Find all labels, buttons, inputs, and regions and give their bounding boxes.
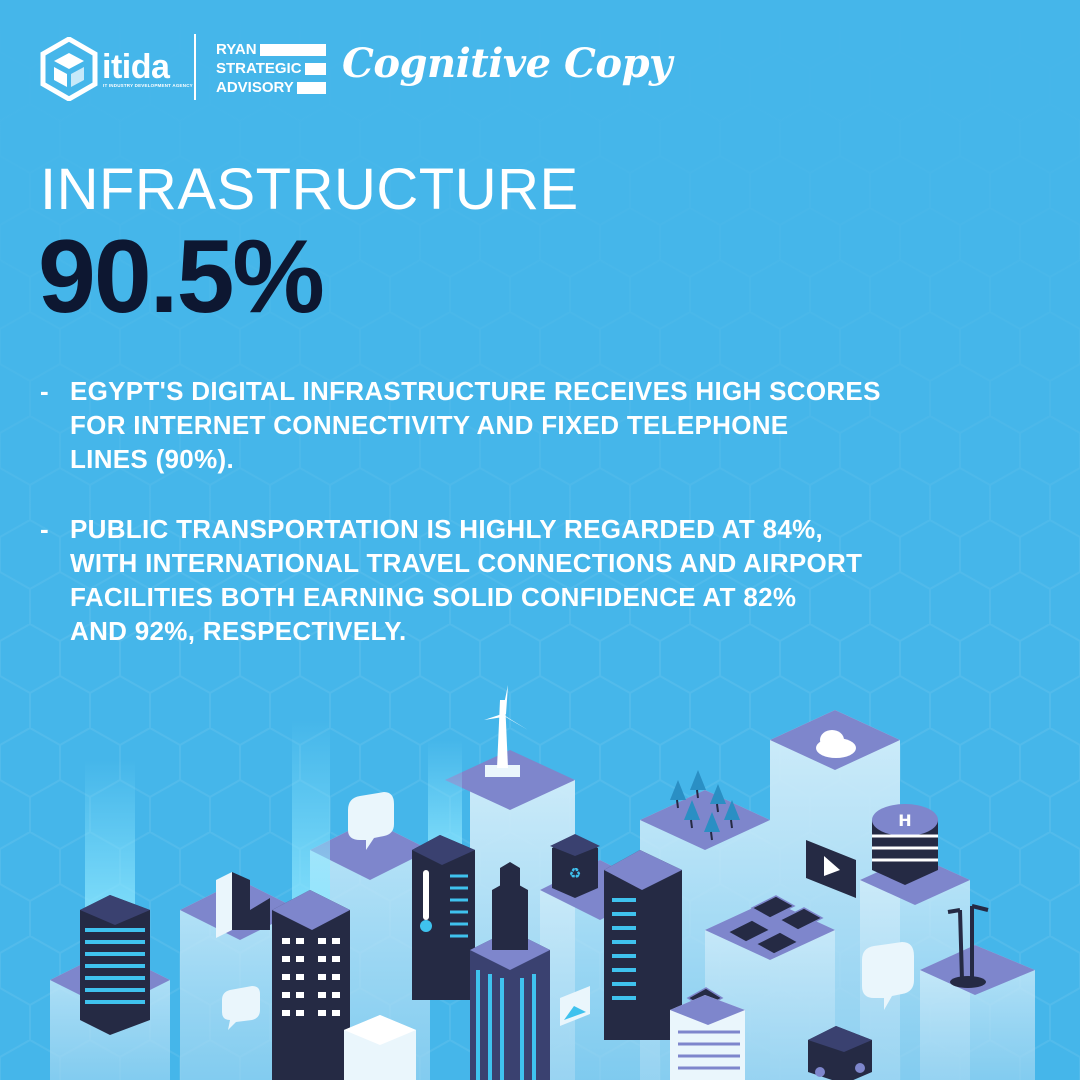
factory-icon [216,872,270,938]
building [272,890,350,1080]
svg-text:♻: ♻ [569,866,582,882]
bullet-dash: - [40,514,49,544]
recycle-bin-icon: ♻ [550,834,600,898]
itida-tagline: IT INDUSTRY DEVELOPMENT AGENCY [103,83,193,88]
helipad-icon: H [872,804,938,885]
cognitive-copy-logo: Cognitive Copy [342,40,672,87]
light-beam [292,720,330,900]
chat-bubble-icon [862,942,914,1010]
stat-value: 90.5% [38,219,325,335]
chat-bubble-icon [348,792,394,850]
street-lamp-icon [947,904,989,988]
building [604,850,682,1040]
image-card-icon [560,986,590,1026]
bullet-text: EGYPT'S DIGITAL INFRASTRUCTURE RECEIVES … [70,376,881,474]
ryan-logo-line: RYAN [216,41,257,58]
chat-bubble-icon [222,986,260,1030]
building [470,862,550,1080]
building [670,995,745,1080]
tree-icon [670,770,740,841]
bullet-text: PUBLIC TRANSPORTATION IS HIGHLY REGARDED… [70,514,863,646]
building [80,895,150,1035]
bullet-item: - EGYPT'S DIGITAL INFRASTRUCTURE RECEIVE… [40,374,970,476]
light-beam [428,740,462,850]
play-screen-icon [806,840,856,898]
bullet-dash: - [40,376,49,406]
wind-turbine-icon [484,685,528,777]
isometric-city-illustration: ♻ H [50,685,1035,1080]
section-title: INFRASTRUCTURE [40,157,579,222]
truck-icon [808,1026,872,1080]
bullet-list: - EGYPT'S DIGITAL INFRASTRUCTURE RECEIVE… [40,374,970,684]
ryan-logo-line: STRATEGIC [216,60,302,77]
itida-logo-icon [40,37,98,101]
building [344,1015,416,1080]
light-beam [85,760,135,910]
bullet-item: - PUBLIC TRANSPORTATION IS HIGHLY REGARD… [40,512,970,648]
svg-text:H: H [898,811,911,830]
ryan-strategic-advisory-logo: RYAN STRATEGIC ADVISORY [216,42,326,99]
header-divider [194,34,196,100]
ryan-logo-line: ADVISORY [216,79,294,96]
itida-name: itida [102,48,170,86]
cloud-icon [816,730,856,758]
thermometer-icon [412,835,475,1000]
